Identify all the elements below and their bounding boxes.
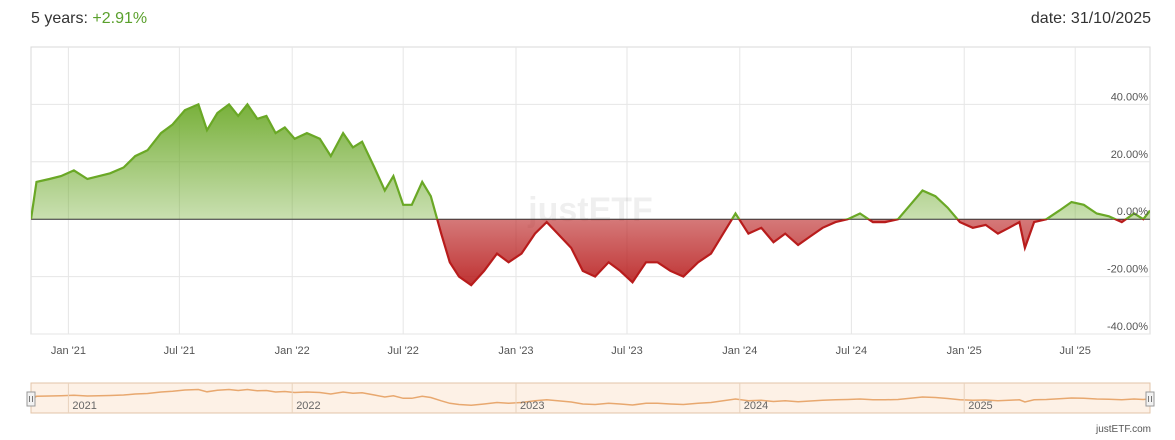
- navigator-year-label: 2021: [72, 400, 96, 412]
- y-tick-label: 40.00%: [1111, 91, 1149, 103]
- x-axis-labels: Jan '21 Jul '21 Jan '22 Jul '22 Jan '23 Jul '…: [51, 345, 1091, 357]
- navigator-series: [30, 388, 1151, 407]
- x-tick-label: Jul '22: [387, 345, 418, 357]
- x-tick-label: Jan '25: [947, 345, 982, 357]
- x-tick-label: Jan '24: [722, 345, 757, 357]
- negative-area: [31, 219, 1150, 286]
- y-tick-label: 20.00%: [1111, 149, 1149, 161]
- navigator-year-label: 2024: [744, 400, 768, 412]
- period-label: 5 years:: [31, 10, 88, 27]
- range-navigator[interactable]: 2021 2022 2023 2024 2025: [26, 382, 1155, 414]
- y-tick-label: -40.00%: [1107, 321, 1148, 333]
- handle-grip[interactable]: [1145, 391, 1155, 407]
- x-tick-label: Jul '25: [1059, 345, 1090, 357]
- date-label: date: 31/10/2025: [1030, 10, 1151, 27]
- y-axis-labels: -40.00% -20.00% 0.00% 20.00% 40.00%: [1107, 91, 1148, 333]
- x-tick-label: Jan '23: [498, 345, 533, 357]
- series-line-negative: [31, 219, 1145, 287]
- navigator-year-label: 2025: [968, 400, 992, 412]
- x-tick-label: Jul '24: [836, 345, 867, 357]
- performance-header: 5 years: +2.91%: [31, 10, 147, 28]
- credit-label: justETF.com: [1095, 424, 1151, 435]
- positive-area: [31, 104, 1150, 220]
- x-tick-label: Jan '21: [51, 345, 86, 357]
- navigator-year-label: 2022: [296, 400, 320, 412]
- y-tick-label: -20.00%: [1107, 264, 1148, 276]
- x-tick-label: Jul '21: [164, 345, 195, 357]
- y-tick-label: 0.00%: [1117, 206, 1148, 218]
- series-line-positive: [31, 102, 1150, 220]
- handle-grip[interactable]: [26, 391, 36, 407]
- performance-value: +2.91%: [92, 10, 148, 27]
- navigator-handle-right[interactable]: [1145, 391, 1155, 407]
- navigator-handle-left[interactable]: [26, 391, 36, 407]
- navigator-year-label: 2023: [520, 400, 544, 412]
- x-tick-label: Jan '22: [275, 345, 310, 357]
- navigator-year-labels: 2021 2022 2023 2024 2025: [67, 383, 993, 413]
- x-tick-label: Jul '23: [611, 345, 642, 357]
- grid-lines: [31, 47, 1150, 335]
